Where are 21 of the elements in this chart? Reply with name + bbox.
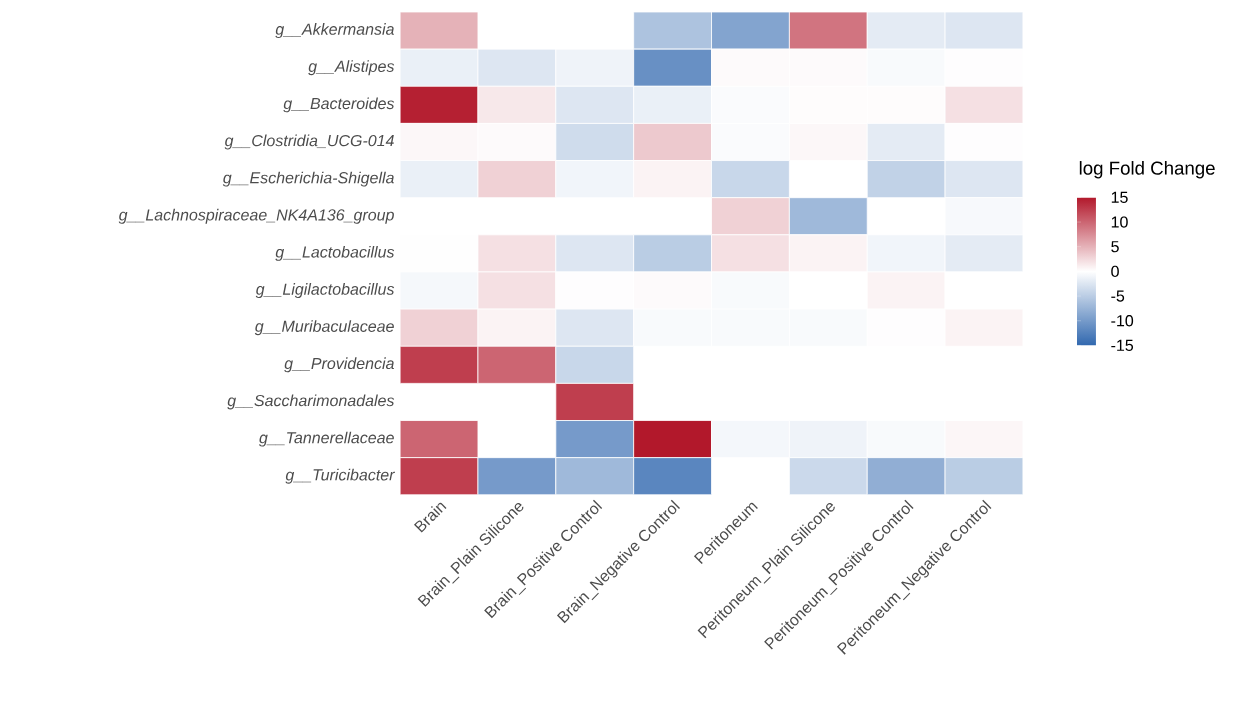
y-tick-label: g__Tannerellaceae (258, 431, 394, 447)
y-tick-label: g__Saccharimonadales (227, 394, 395, 410)
y-tick-label: g__Providencia (284, 357, 394, 373)
y-tick-label: g__Clostridia_UCG-014 (224, 134, 394, 150)
y-tick-label: g__Muribaculaceae (254, 320, 394, 336)
color-bar-label: 15 (1111, 192, 1128, 204)
y-tick-label: g__Escherichia-Shigella (222, 171, 394, 187)
y-tick-label: g__Turicibacter (285, 469, 396, 484)
y-tick-label: g__Akkermansia (275, 23, 394, 39)
color-bar-label: -15 (1111, 340, 1134, 352)
color-bar-label: 0 (1111, 265, 1119, 278)
color-bar-label: -5 (1111, 290, 1125, 302)
y-tick-label: g__Lachnospiraceae_NK4A136_group (118, 209, 394, 224)
y-tick-label: g__Bacteroides (283, 97, 395, 113)
y-tick-label: g__Ligilactobacillus (255, 283, 395, 299)
color-bar-label: 5 (1111, 241, 1119, 253)
y-tick-label: g__Lactobacillus (275, 246, 395, 262)
color-bar-label: 10 (1111, 216, 1128, 228)
color-bar-title: log Fold Change (1079, 161, 1215, 179)
y-tick-label: g__Alistipes (308, 60, 395, 76)
color-bar-label: -10 (1111, 315, 1134, 327)
